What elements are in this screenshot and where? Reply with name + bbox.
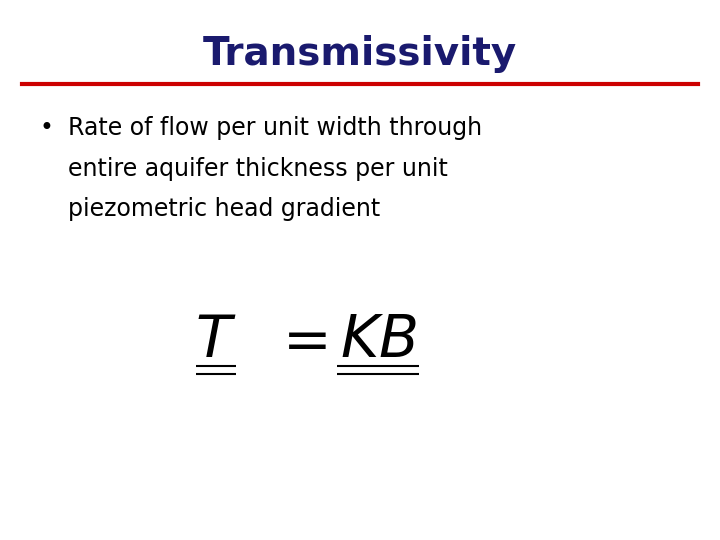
Text: $\mathit{T}$: $\mathit{T}$ (195, 312, 237, 369)
Text: $=$: $=$ (271, 312, 327, 369)
Text: •: • (40, 116, 53, 140)
Text: Transmissivity: Transmissivity (203, 35, 517, 73)
Text: piezometric head gradient: piezometric head gradient (68, 197, 381, 221)
Text: Rate of flow per unit width through: Rate of flow per unit width through (68, 116, 482, 140)
Text: $\mathit{KB}$: $\mathit{KB}$ (340, 312, 416, 369)
Text: entire aquifer thickness per unit: entire aquifer thickness per unit (68, 157, 449, 180)
